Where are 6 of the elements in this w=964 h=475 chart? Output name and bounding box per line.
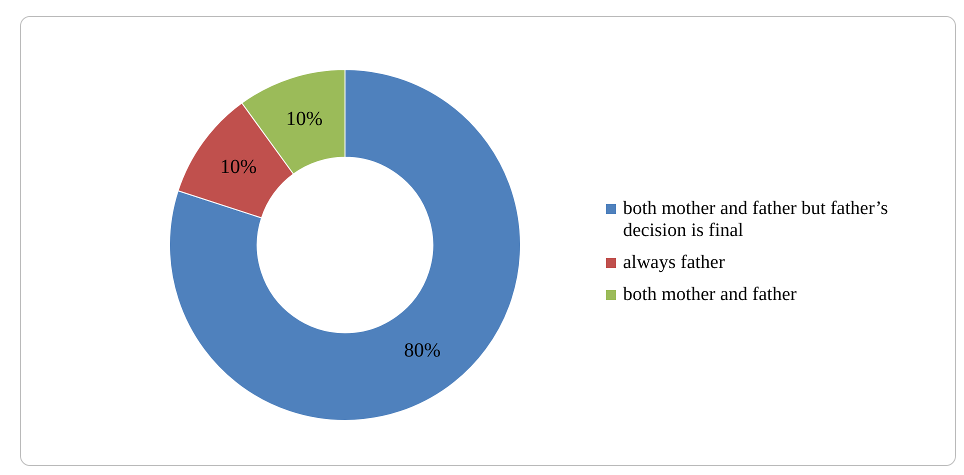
legend-label: always father [623,252,725,274]
legend-label: both mother and father [623,284,797,306]
legend-label: both mother and father but father’s decision is final [623,198,890,242]
data-label: 80% [404,340,441,362]
data-label: 10% [220,156,257,178]
data-label: 10% [286,108,323,130]
